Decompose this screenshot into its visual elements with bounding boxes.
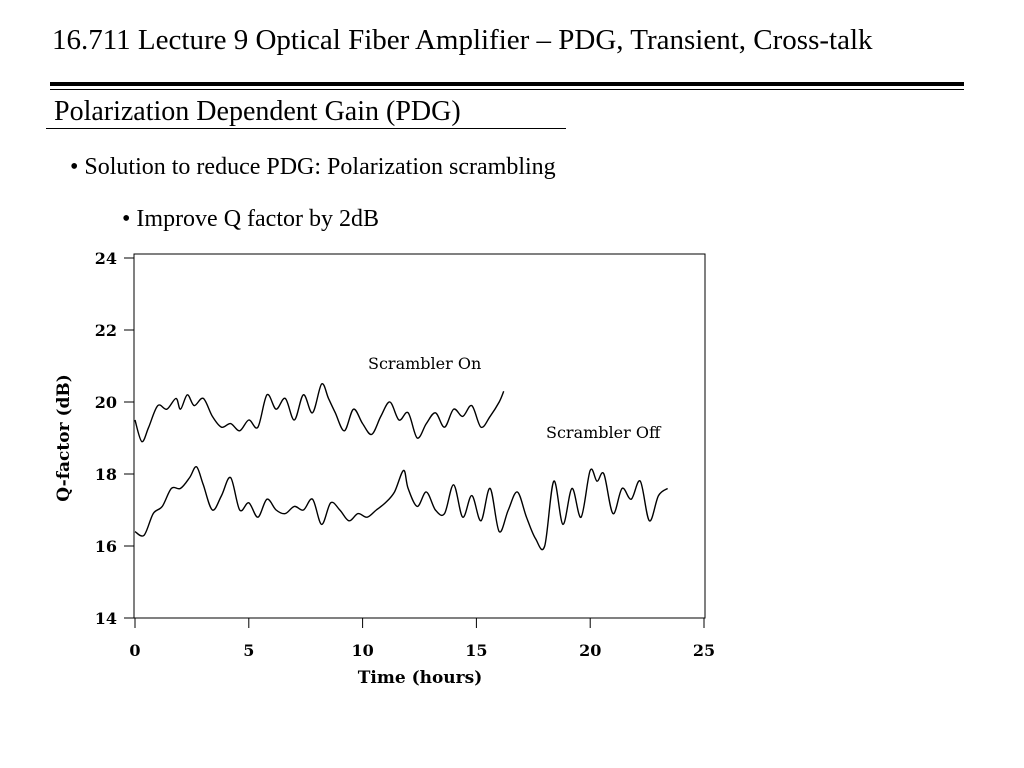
x-tick-label: 10 [351, 641, 373, 660]
x-axis-title: Time (hours) [358, 668, 483, 688]
slide-title: 16.711 Lecture 9 Optical Fiber Amplifier… [52, 24, 873, 56]
y-axis-title: Q-factor (dB) [54, 374, 74, 502]
y-tick-label: 16 [95, 537, 117, 556]
title-divider-thick [50, 82, 964, 86]
x-tick-label: 0 [129, 641, 140, 660]
section-heading: Polarization Dependent Gain (PDG) [54, 96, 461, 127]
annotation-scrambler-off: Scrambler Off [546, 423, 662, 442]
x-tick-label: 20 [579, 641, 601, 660]
plot-frame [133, 253, 706, 619]
y-tick-label: 24 [95, 249, 117, 268]
x-tick-label: 15 [465, 641, 487, 660]
bullet-pdg-solution: • Solution to reduce PDG: Polarization s… [70, 154, 556, 180]
series-line-scrambler-off [134, 466, 669, 551]
bullet-q-improvement: • Improve Q factor by 2dB [122, 206, 380, 232]
x-tick-label: 25 [693, 641, 715, 660]
series-line-scrambler-on [134, 383, 505, 443]
y-tick-label: 14 [95, 609, 117, 628]
x-tick-label: 5 [243, 641, 254, 660]
annotation-scrambler-on: Scrambler On [368, 354, 481, 373]
y-tick-label: 20 [95, 393, 117, 412]
y-tick-label: 18 [95, 465, 117, 484]
y-tick-label: 22 [95, 321, 117, 340]
title-divider-thin [50, 89, 964, 90]
series-lines [134, 383, 669, 551]
section-heading-underline [46, 128, 566, 129]
axes: 14 16 18 20 22 24 0 5 10 15 20 25 [95, 249, 715, 660]
